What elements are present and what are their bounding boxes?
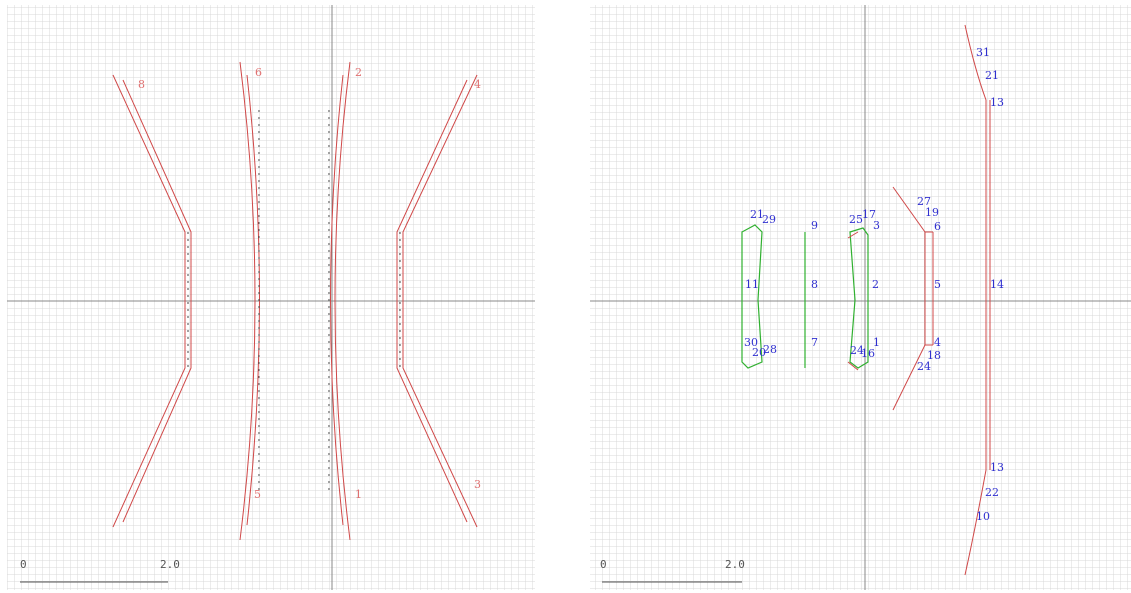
left-panel: 8 6 2 4 5 1 3 0 2.0 <box>7 5 535 590</box>
surface-label: 4 <box>934 336 941 349</box>
surface-label: 8 <box>811 278 818 291</box>
surface-label: 3 <box>474 478 481 491</box>
scale-end: 2.0 <box>725 558 745 571</box>
scale-start: 0 <box>600 558 607 571</box>
surface-label: 11 <box>745 278 759 291</box>
surface-label: 19 <box>925 206 939 219</box>
surface-label: 2 <box>355 66 362 79</box>
surface-label: 3 <box>873 219 880 232</box>
grid <box>590 5 1131 590</box>
surface-label: 1 <box>355 488 362 501</box>
surface-label: 25 <box>849 213 863 226</box>
surface-label: 2 <box>872 278 879 291</box>
surface-label: 9 <box>811 219 818 232</box>
surface-label: 17 <box>862 208 876 221</box>
surface-label: 5 <box>254 488 261 501</box>
scale-end: 2.0 <box>160 558 180 571</box>
surface-label: 6 <box>255 66 262 79</box>
surface-label: 21 <box>985 69 999 82</box>
surface-label: 1 <box>873 336 880 349</box>
surface-label: 4 <box>474 78 481 91</box>
surface-label: 7 <box>811 336 818 349</box>
surface-label: 14 <box>990 278 1004 291</box>
lens-elements <box>741 24 991 576</box>
surface-label: 8 <box>138 78 145 91</box>
surface-label: 22 <box>985 486 999 499</box>
surface-label: 31 <box>976 46 990 59</box>
surface-label: 10 <box>976 510 990 523</box>
lens-elements <box>112 61 478 541</box>
surface-label: 27 <box>917 195 931 208</box>
surface-label: 16 <box>861 347 875 360</box>
surface-label: 5 <box>934 278 941 291</box>
surface-label: 20 <box>752 346 766 359</box>
scale-start: 0 <box>20 558 27 571</box>
surface-label: 28 <box>763 343 777 356</box>
surface-label: 18 <box>927 349 941 362</box>
surface-label: 13 <box>990 461 1004 474</box>
surface-label: 29 <box>762 213 776 226</box>
surface-label: 6 <box>934 220 941 233</box>
grid <box>7 5 535 590</box>
surface-label: 13 <box>990 96 1004 109</box>
surface-label: 24 <box>917 360 931 373</box>
surface-label: 21 <box>750 208 764 221</box>
surface-label: 24 <box>850 344 864 357</box>
surface-label: 30 <box>744 336 758 349</box>
